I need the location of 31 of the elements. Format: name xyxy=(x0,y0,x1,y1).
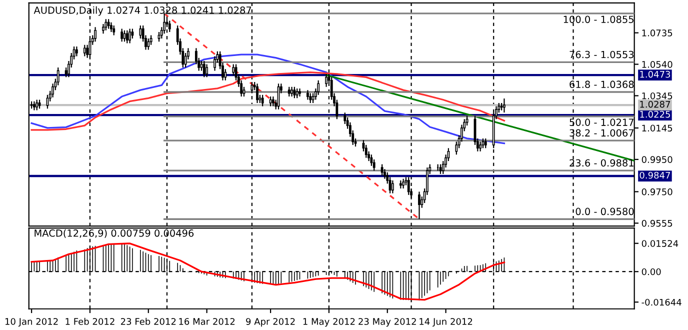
series-label: 76.3 - 1.0553 xyxy=(570,50,634,58)
y-tick-label: 1.0145 xyxy=(642,124,672,132)
series-label: 61.8 - 1.0368 xyxy=(570,80,634,88)
chart-title: MACD(12,26,9) 0.00759 0.00496 xyxy=(34,229,194,238)
series-label: 100.0 - 1.0855 xyxy=(564,16,634,24)
x-tick-label: 14 Jun 2012 xyxy=(420,318,472,327)
x-tick-label: 23 May 2012 xyxy=(358,318,416,327)
series-label: 50.0 - 1.0217 xyxy=(570,118,634,126)
y-tick-label: 1.0345 xyxy=(642,92,672,100)
series-label: 38.2 - 1.0067 xyxy=(570,129,634,137)
y-tick-label: 1.0540 xyxy=(642,60,672,68)
x-tick-label: 1 Feb 2012 xyxy=(66,318,114,325)
y-tick-label: 0.00 xyxy=(642,268,661,276)
chart-title: AUDUSD,Daily 1.0274 1.0328 1.0241 1.0287 xyxy=(34,6,252,16)
ref-line-label: 1.0225 xyxy=(640,110,670,118)
y-tick-label: 1.0735 xyxy=(642,30,672,36)
x-tick-label: 1 May 2012 xyxy=(303,318,355,327)
ref-line-label: 1.0287 xyxy=(640,100,670,108)
x-tick-label: 10 Jan 2012 xyxy=(5,318,58,327)
ref-line-label: 0.9847 xyxy=(640,172,670,179)
series-label: 0.0 - 0.9580 xyxy=(576,208,634,216)
y-tick-label: 0.01524 xyxy=(642,240,678,247)
y-tick-label: 0.9950 xyxy=(642,156,672,163)
ref-line-label: 1.0473 xyxy=(640,70,670,78)
y-tick-label: 0.9750 xyxy=(642,188,672,196)
series-label: 23.6 - 0.9881 xyxy=(570,159,634,167)
x-tick-label: 9 Apr 2012 xyxy=(246,318,295,327)
y-tick-label: -0.01644 xyxy=(642,298,682,306)
x-tick-label: 23 Feb 2012 xyxy=(120,318,176,325)
y-tick-label: 0.9555 xyxy=(642,220,672,227)
x-tick-label: 16 Mar 2012 xyxy=(179,318,235,325)
